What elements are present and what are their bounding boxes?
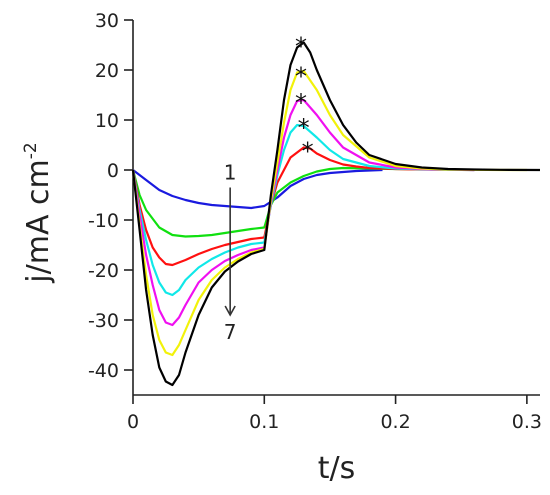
peak-marker: *: [295, 89, 307, 117]
peak-marker: *: [295, 63, 307, 91]
x-axis-title: t/s: [318, 451, 356, 486]
arrow-start-label: 1: [224, 161, 237, 185]
x-tick-label: 0.3: [512, 411, 542, 433]
y-tick-label: 30: [95, 10, 119, 32]
y-tick-label: -20: [88, 260, 119, 282]
y-tick-label: -40: [88, 360, 119, 382]
trend-arrow-head: [224, 305, 236, 317]
y-axis-title-superscript: -2: [21, 142, 41, 159]
peak-marker: *: [302, 138, 314, 166]
x-tick-label: 0: [127, 411, 139, 433]
y-tick-label: -30: [88, 310, 119, 332]
arrow-end-label: 7: [224, 320, 237, 344]
peak-marker: *: [295, 33, 307, 61]
series-line-6: [131, 69, 527, 357]
peak-marker: *: [298, 114, 310, 142]
y-tick-label: -10: [88, 210, 119, 232]
series-line-1: [132, 168, 383, 210]
y-tick-label: 20: [95, 60, 119, 82]
y-axis-title-main: j/mA cm: [21, 159, 56, 283]
series-line-7: [131, 41, 541, 387]
x-tick-label: 0.2: [380, 411, 410, 433]
y-tick-label: 0: [107, 160, 119, 182]
y-axis-title: j/mA cm-2: [21, 142, 56, 283]
x-tick-label: 0.1: [249, 411, 279, 433]
y-tick-label: 10: [95, 110, 119, 132]
